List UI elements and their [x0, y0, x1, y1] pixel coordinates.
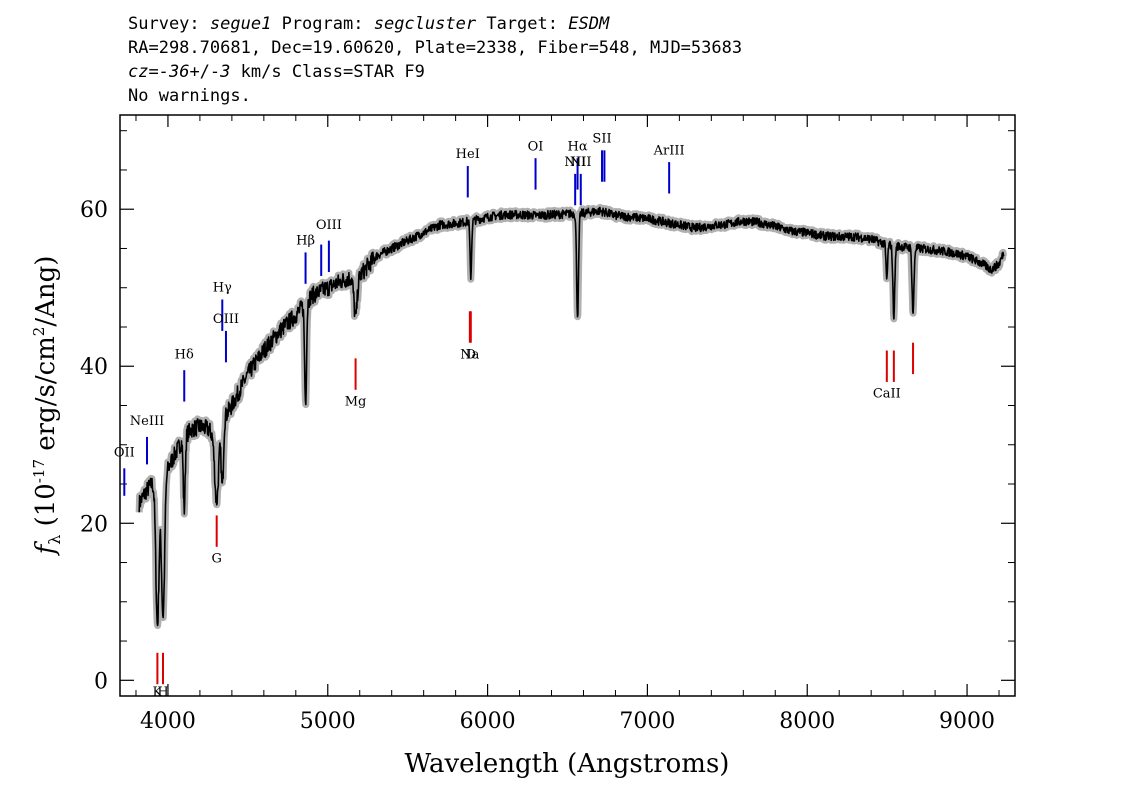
y-tick-label: 60: [80, 198, 108, 223]
emission-line-label: NeIII: [130, 414, 164, 429]
emission-line-label: NII: [564, 155, 586, 170]
plot-frame: [119, 114, 1016, 697]
absorption-line-label: Mg: [345, 395, 367, 410]
emission-line-label: OI: [528, 139, 544, 154]
emission-line-label: Hβ: [296, 234, 315, 249]
emission-line-label: HeI: [456, 147, 480, 162]
x-tick-label: 5000: [300, 709, 356, 734]
y-tick-label: 0: [94, 669, 108, 694]
absorption-line-label: CaII: [873, 387, 901, 402]
svg-text:fλ (10-17 erg/s/cm2/Ang): fλ (10-17 erg/s/cm2/Ang): [30, 256, 64, 557]
program-value: segcluster: [373, 14, 477, 34]
survey-value: segue1: [209, 14, 272, 34]
axis-tick-labels: 4000 5000 6000 7000 8000 9000 0 20 40 60: [80, 198, 995, 734]
absorption-line-label: D: [466, 347, 476, 362]
x-tick-label: 7000: [619, 709, 675, 734]
line-markers: [123, 150, 915, 685]
emission-line-label: OIII: [213, 312, 239, 327]
y-tick-label: 20: [80, 512, 108, 537]
line-labels: OIINeIIIHδHγOIIIHβOIIIHeIOINIIHαNIISIIAr…: [114, 131, 901, 700]
x-axis-title: Wavelength (Angstroms): [405, 749, 730, 779]
emission-line-label: OII: [114, 446, 135, 461]
header-line-4: No warnings.: [128, 86, 251, 106]
spectrum-header: Survey: segue1 Program: segcluster Targe…: [128, 12, 742, 108]
absorption-line-label: G: [211, 552, 221, 567]
emission-line-label: Hγ: [213, 281, 232, 296]
y-axis-title: fλ (10-17 erg/s/cm2/Ang): [30, 256, 64, 557]
emission-line-label: OIII: [316, 218, 342, 233]
absorption-line-label: H: [157, 685, 168, 700]
cz-error: 3: [220, 62, 231, 82]
target-value: ESDM: [568, 14, 610, 34]
target-label: Target:: [486, 14, 558, 34]
emission-line-label: Hα: [568, 139, 588, 154]
emission-line-label: SII: [592, 131, 611, 146]
x-tick-label: 6000: [460, 709, 516, 734]
x-tick-label: 4000: [140, 709, 196, 734]
header-line-2: RA=298.70681, Dec=19.60620, Plate=2338, …: [128, 38, 743, 58]
emission-line-label: Hδ: [175, 347, 194, 362]
header-line-1: Survey: segue1 Program: segcluster Targe…: [128, 12, 742, 36]
emission-line-label: ArIII: [653, 143, 685, 158]
survey-label: Survey:: [128, 14, 200, 34]
emission-line-label: NII: [570, 155, 592, 170]
x-tick-label: 8000: [779, 709, 835, 734]
absorption-line-label: K: [153, 685, 163, 700]
axis-ticks: [120, 115, 1015, 696]
program-label: Program:: [281, 14, 364, 34]
header-line-3: cz=-36+/-3 km/s Class=STAR F9: [128, 60, 742, 84]
cz-value: -36: [158, 62, 190, 82]
y-tick-label: 40: [80, 355, 108, 380]
cz-plusminus: +/-: [189, 62, 221, 82]
flux-error-band: [135, 203, 1008, 629]
absorption-line-label: Na: [460, 347, 479, 362]
cz-class: km/s Class=STAR F9: [230, 62, 425, 82]
x-tick-label: 9000: [939, 709, 995, 734]
cz-label: cz=: [128, 62, 159, 82]
flux-line: [138, 206, 1005, 627]
